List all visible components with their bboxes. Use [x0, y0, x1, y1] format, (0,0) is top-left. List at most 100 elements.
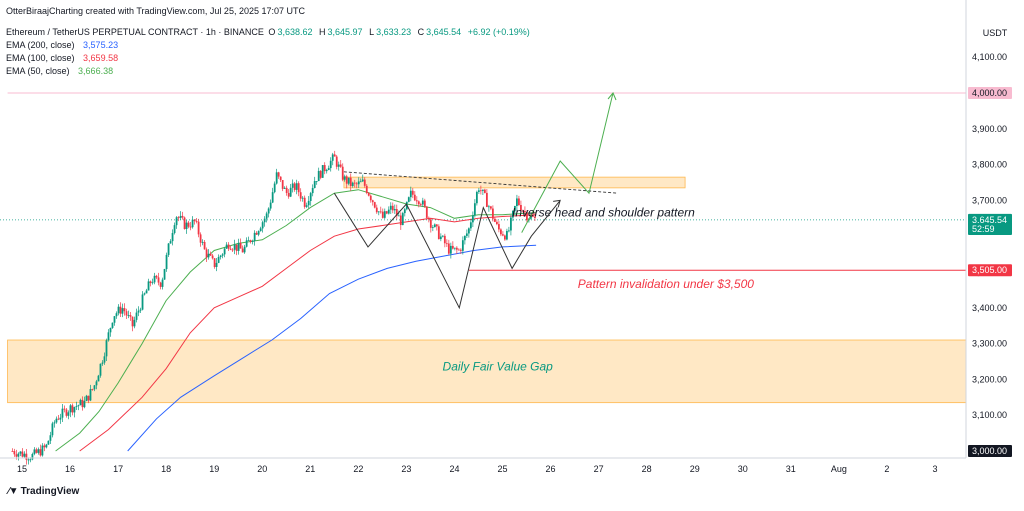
tradingview-footer[interactable]: ⁄▼ TradingView	[8, 486, 79, 497]
candle-body-229	[469, 222, 472, 229]
candle-body-57	[125, 311, 128, 316]
candle-body-126	[263, 218, 266, 223]
candle-body-19	[49, 435, 52, 441]
candle-body-224	[459, 249, 462, 251]
candle-body-105	[221, 254, 224, 256]
candle-body-23	[57, 418, 60, 420]
candle-body-27	[65, 409, 68, 416]
candle-body-169	[349, 177, 352, 186]
candle-body-110	[231, 249, 234, 251]
candle-body-24	[59, 417, 62, 420]
candle-body-243	[497, 224, 500, 230]
candle-body-9	[29, 459, 32, 461]
candle-body-26	[63, 408, 66, 410]
candle-body-201	[413, 194, 416, 201]
candle-body-92	[195, 221, 198, 222]
price-label-bg-2	[968, 223, 1012, 236]
ema100-legend[interactable]: EMA (100, close) 3,659.58	[6, 53, 120, 63]
credit-text: OtterBiraajCharting created with Trading…	[6, 6, 305, 16]
candle-body-163	[337, 164, 340, 167]
candle-body-103	[217, 257, 220, 263]
candle-body-63	[137, 310, 140, 313]
candle-body-101	[213, 258, 216, 267]
candle-body-70	[151, 282, 154, 284]
candle-body-0	[11, 451, 14, 452]
candle-body-260	[532, 215, 534, 217]
candle-body-164	[339, 164, 342, 167]
candle-body-141	[293, 183, 296, 190]
candle-body-225	[461, 240, 464, 251]
candle-body-39	[89, 389, 92, 401]
candle-body-61	[133, 319, 136, 327]
candle-body-108	[227, 244, 230, 249]
candle-body-100	[211, 255, 214, 259]
candle-body-230	[471, 215, 474, 223]
ema200-legend[interactable]: EMA (200, close) 3,575.23	[6, 40, 120, 50]
candle-body-107	[225, 244, 228, 249]
candle-body-78	[167, 243, 170, 255]
ema100-label: EMA (100, close)	[6, 53, 75, 63]
candle-body-35	[81, 399, 84, 408]
x-tick-label-15: 30	[738, 464, 748, 474]
candle-body-157	[325, 170, 328, 172]
candle-body-25	[61, 408, 64, 418]
candle-body-90	[191, 219, 194, 228]
candle-body-58	[127, 315, 130, 316]
price-label-2: 52:59	[972, 224, 995, 234]
candle-body-167	[345, 176, 348, 184]
candle-body-38	[87, 395, 90, 401]
candle-body-254	[520, 204, 522, 211]
candle-body-145	[301, 197, 304, 199]
candle-body-232	[475, 191, 478, 204]
invalidation-label: Pattern invalidation under $3,500	[578, 277, 754, 291]
candle-body-13	[37, 449, 40, 453]
x-tick-label-7: 22	[353, 464, 363, 474]
candle-body-81	[173, 225, 176, 234]
candle-body-98	[207, 253, 210, 258]
candle-body-205	[421, 200, 424, 205]
candle-body-16	[43, 445, 46, 448]
candle-body-73	[157, 277, 160, 283]
ema50-legend[interactable]: EMA (50, close) 3,666.38	[6, 66, 115, 76]
candle-body-31	[73, 407, 76, 413]
candle-body-64	[139, 309, 142, 311]
price-label-bg-1	[968, 213, 1012, 226]
candle-body-65	[141, 294, 144, 310]
candle-body-261	[534, 216, 536, 219]
candle-body-155	[321, 165, 324, 178]
y-tick-label-3: 3,300.00	[972, 339, 1007, 349]
candle-body-54	[119, 306, 122, 314]
candle-body-76	[163, 269, 166, 280]
candle-body-251	[514, 205, 516, 211]
candle-body-7	[25, 453, 28, 460]
candle-body-32	[75, 406, 78, 408]
candle-body-1	[13, 451, 16, 455]
currency-label: USDT	[983, 28, 1008, 38]
candle-body-199	[409, 190, 412, 198]
x-tick-label-17: Aug	[831, 464, 847, 474]
candle-body-74	[159, 282, 162, 287]
candle-body-255	[522, 210, 524, 212]
candle-body-40	[91, 389, 94, 390]
x-tick-label-6: 21	[305, 464, 315, 474]
candle-body-250	[512, 210, 514, 218]
candle-body-71	[153, 275, 156, 283]
candle-body-207	[425, 206, 428, 218]
candle-body-10	[31, 454, 34, 460]
candle-body-185	[381, 211, 384, 218]
candle-body-188	[387, 209, 390, 214]
neckline	[343, 171, 618, 194]
candle-body-51	[113, 316, 116, 323]
candle-body-215	[441, 235, 444, 237]
x-tick-label-14: 29	[690, 464, 700, 474]
pattern-arrowhead	[553, 199, 561, 208]
candle-body-79	[169, 241, 172, 244]
candle-body-53	[117, 306, 120, 314]
candle-body-59	[129, 315, 132, 317]
candle-body-140	[291, 183, 294, 188]
candle-body-121	[253, 232, 256, 241]
candle-body-221	[453, 247, 456, 249]
candle-body-196	[403, 209, 406, 214]
